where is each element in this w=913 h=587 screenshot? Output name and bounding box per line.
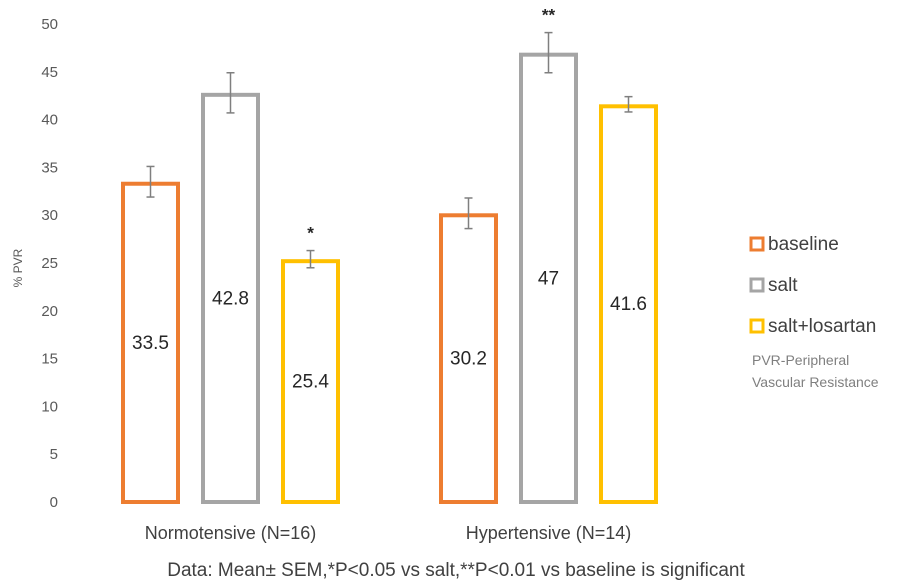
legend-swatch <box>749 318 765 334</box>
y-tick-label: 30 <box>41 207 58 224</box>
legend-label: baseline <box>768 234 839 255</box>
footnote: Data: Mean± SEM,*P<0.05 vs salt,**P<0.01… <box>167 560 745 581</box>
legend-note-line: PVR-Peripheral <box>752 352 849 368</box>
y-tick-label: 10 <box>41 398 58 415</box>
data-label: 47 <box>538 268 559 289</box>
data-label: 41.6 <box>610 294 647 315</box>
legend: baseline salt salt+losartan <box>749 234 876 337</box>
category-label: Normotensive (N=16) <box>145 523 317 543</box>
y-tick-label: 25 <box>41 255 58 272</box>
y-tick-label: 20 <box>41 303 58 320</box>
legend-label: salt+losartan <box>768 316 876 337</box>
legend-swatch <box>749 277 765 293</box>
y-tick-label: 0 <box>50 494 58 511</box>
bar-salt-losartan-1 <box>599 104 658 505</box>
y-tick-label: 45 <box>41 64 58 81</box>
legend-swatch <box>749 236 765 252</box>
y-tick-label: 40 <box>41 112 58 129</box>
significance-marker: ** <box>542 6 556 25</box>
bar-baseline-1 <box>439 213 498 504</box>
data-label: 33.5 <box>132 333 169 354</box>
category-labels: Normotensive (N=16) Hypertensive (N=14) <box>145 523 632 543</box>
legend-note-line: Vascular Resistance <box>752 374 879 390</box>
y-tick-label: 50 <box>41 16 58 33</box>
data-label: 30.2 <box>450 349 487 370</box>
y-axis-label: % PVR <box>11 248 25 287</box>
y-tick-label: 35 <box>41 159 58 176</box>
y-tick-label: 5 <box>50 446 58 463</box>
data-label: 25.4 <box>292 372 329 393</box>
y-axis: 0 5 10 15 20 25 30 35 40 45 50 <box>41 16 58 511</box>
y-tick-label: 15 <box>41 351 58 368</box>
bar-salt-losartan-0 <box>281 259 340 504</box>
significance-marker: * <box>307 224 314 243</box>
category-label: Hypertensive (N=14) <box>466 523 632 543</box>
data-label: 42.8 <box>212 288 249 309</box>
bar-salt-1 <box>519 52 578 505</box>
legend-note: PVR-Peripheral Vascular Resistance <box>752 352 879 390</box>
bar-baseline-0 <box>121 181 180 505</box>
legend-label: salt <box>768 275 798 296</box>
